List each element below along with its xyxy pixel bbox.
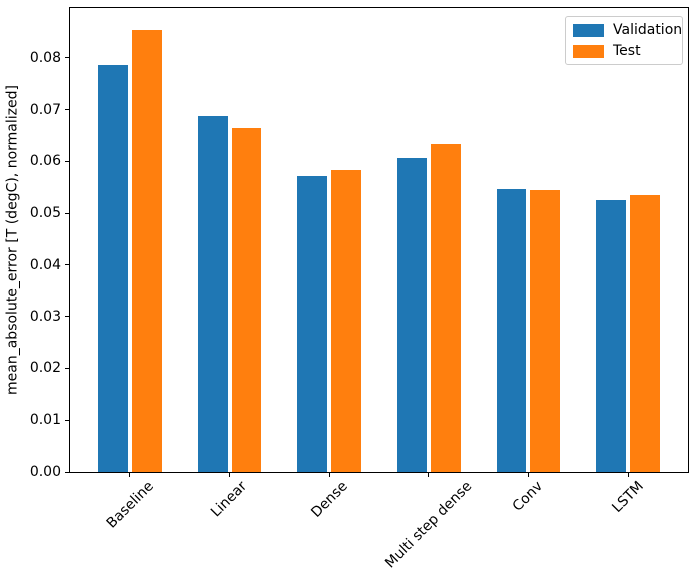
bar-test-linear xyxy=(231,127,262,472)
y-tick-label-0.04: 0.04 xyxy=(29,256,61,273)
x-tick-mark-multi-step-dense xyxy=(428,473,430,477)
y-tick-label-0.03: 0.03 xyxy=(29,308,61,325)
x-tick-mark-dense xyxy=(328,473,330,477)
x-tick-label-baseline: Baseline xyxy=(103,478,157,532)
x-tick-label-linear: Linear xyxy=(208,478,251,521)
y-tick-mark-0.02 xyxy=(65,367,69,369)
y-tick-mark-0.03 xyxy=(65,316,69,318)
x-tick-mark-lstm xyxy=(627,473,629,477)
legend-label-test: Test xyxy=(613,43,641,59)
x-tick-label-conv: Conv xyxy=(509,478,547,515)
plot-area xyxy=(69,7,689,473)
y-tick-mark-0.04 xyxy=(65,264,69,266)
y-tick-label-0.06: 0.06 xyxy=(29,153,61,170)
bar-test-conv xyxy=(530,190,561,472)
x-tick-label-multi-step-dense: Multi step dense xyxy=(382,478,476,572)
y-tick-label-0.05: 0.05 xyxy=(29,205,61,222)
x-tick-mark-baseline xyxy=(129,473,131,477)
y-tick-label-0.07: 0.07 xyxy=(29,101,61,118)
bar-test-dense xyxy=(331,169,362,472)
bar-validation-conv xyxy=(496,189,527,472)
legend-entry-validation: Validation xyxy=(573,22,682,38)
y-tick-mark-0.00 xyxy=(65,471,69,473)
y-tick-label-0.00: 0.00 xyxy=(29,464,61,480)
y-tick-mark-0.07 xyxy=(65,109,69,110)
bar-validation-dense xyxy=(297,175,328,472)
y-tick-mark-0.01 xyxy=(65,419,69,421)
bar-validation-baseline xyxy=(98,65,128,472)
legend-swatch-test xyxy=(573,44,604,58)
y-tick-mark-0.06 xyxy=(65,160,69,162)
x-tick-mark-linear xyxy=(229,473,231,477)
legend-swatch-validation xyxy=(573,23,604,37)
x-tick-mark-conv xyxy=(527,473,529,477)
x-tick-label-dense: Dense xyxy=(308,478,351,521)
legend: Validation Test xyxy=(565,16,683,65)
y-tick-mark-0.08 xyxy=(65,57,69,59)
bar-validation-multi-step-dense xyxy=(396,157,427,472)
x-tick-label-lstm: LSTM xyxy=(609,478,648,517)
y-tick-label-0.08: 0.08 xyxy=(29,49,61,66)
bar-validation-linear xyxy=(197,116,228,472)
y-tick-mark-0.05 xyxy=(65,212,69,214)
y-tick-label-0.01: 0.01 xyxy=(29,412,61,429)
bar-test-lstm xyxy=(630,195,660,472)
y-axis-label: mean_absolute_error [T (degC), normalize… xyxy=(4,85,21,395)
bar-test-baseline xyxy=(131,30,162,472)
legend-entry-test: Test xyxy=(573,43,675,59)
y-tick-label-0.02: 0.02 xyxy=(29,360,61,377)
legend-label-validation: Validation xyxy=(613,22,683,38)
bar-validation-lstm xyxy=(596,200,627,472)
bar-test-multi-step-dense xyxy=(430,144,461,472)
